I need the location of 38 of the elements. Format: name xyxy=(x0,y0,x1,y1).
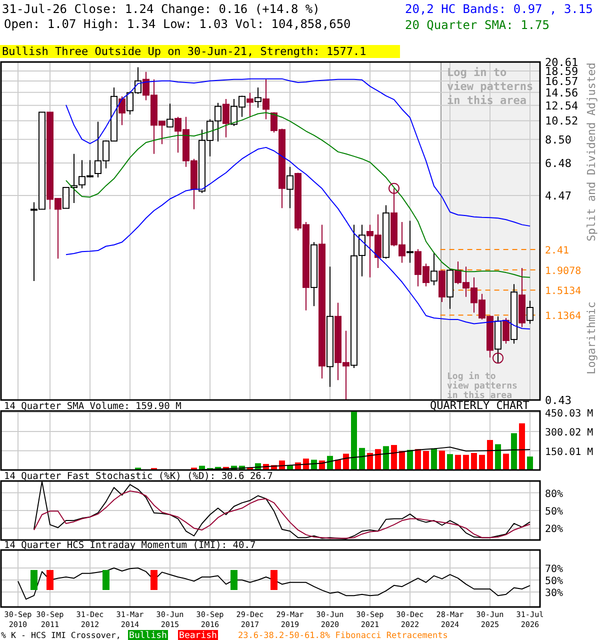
text: 20,2 HC Bands: 0.97 , 3.15 xyxy=(405,2,593,16)
ref-line-label: 1.5134 xyxy=(545,286,582,298)
text: Split and Dividend Adjusted xyxy=(585,62,598,242)
text: Bullish xyxy=(129,631,167,640)
chart-title: 31-Jul-26 Close: 1.24 Change: 0.16 (+14.8 %) xyxy=(2,2,320,16)
y-tick-label: 450.03 M xyxy=(545,408,594,420)
y-tick-label: 20% xyxy=(545,524,564,536)
y-tick-label: 70% xyxy=(545,564,564,575)
text: % K - HCS IMI Crossover, xyxy=(1,630,121,640)
y-tick-label: 8.50 xyxy=(545,133,572,146)
text: Bearish xyxy=(179,631,217,640)
annotation: Log in to view patterns in this area xyxy=(447,371,518,401)
y-tick-label: 10.52 xyxy=(545,114,578,128)
y-tick-label: 4.47 xyxy=(545,189,572,202)
chart-title: 14 Quarter SMA Volume: 159.90 M xyxy=(4,401,182,412)
ref-line-label: 1.9078 xyxy=(545,266,582,277)
annotation: Log in to view patterns in this area xyxy=(447,66,534,107)
text: 23.6-38.2-50-61.8% Fibonacci Retracements xyxy=(238,631,448,640)
text: Logarithmic xyxy=(585,302,598,374)
text: Bullish Three Outside Up on 30-Jun-21, Strength: 1577.1 xyxy=(2,45,366,58)
y-tick-label: 50% xyxy=(545,576,564,587)
chart-title: 14 Quarter Fast Stochastic (%K) (%D): 30.6 26.7 xyxy=(4,471,273,482)
y-tick-label: 50% xyxy=(545,506,564,518)
y-tick-label: 80% xyxy=(545,488,564,500)
y-tick-label: 16.57 xyxy=(545,75,578,88)
y-tick-label: 6.48 xyxy=(545,157,572,170)
y-tick-label: 0.43 xyxy=(545,394,572,407)
y-tick-label: 300.02 M xyxy=(545,428,594,439)
y-tick-label: 14.56 xyxy=(545,86,578,100)
y-tick-label: 150.01 M xyxy=(545,446,594,458)
ref-line-label: 1.1364 xyxy=(545,311,582,322)
ref-line-label: 2.41 xyxy=(545,245,570,256)
y-tick-label: 12.54 xyxy=(545,99,578,112)
chart-title: 14 Quarter HCS Intraday Momentum (IMI): 40.7 xyxy=(4,540,256,551)
y-tick-label: 30% xyxy=(545,588,564,599)
text: 20 Quarter SMA: 1.75 xyxy=(405,18,550,32)
chart-subtitle: Open: 1.07 High: 1.34 Low: 1.03 Vol: 104,858,650 xyxy=(4,17,351,31)
annotation: QUARTERLY CHART xyxy=(430,399,530,412)
